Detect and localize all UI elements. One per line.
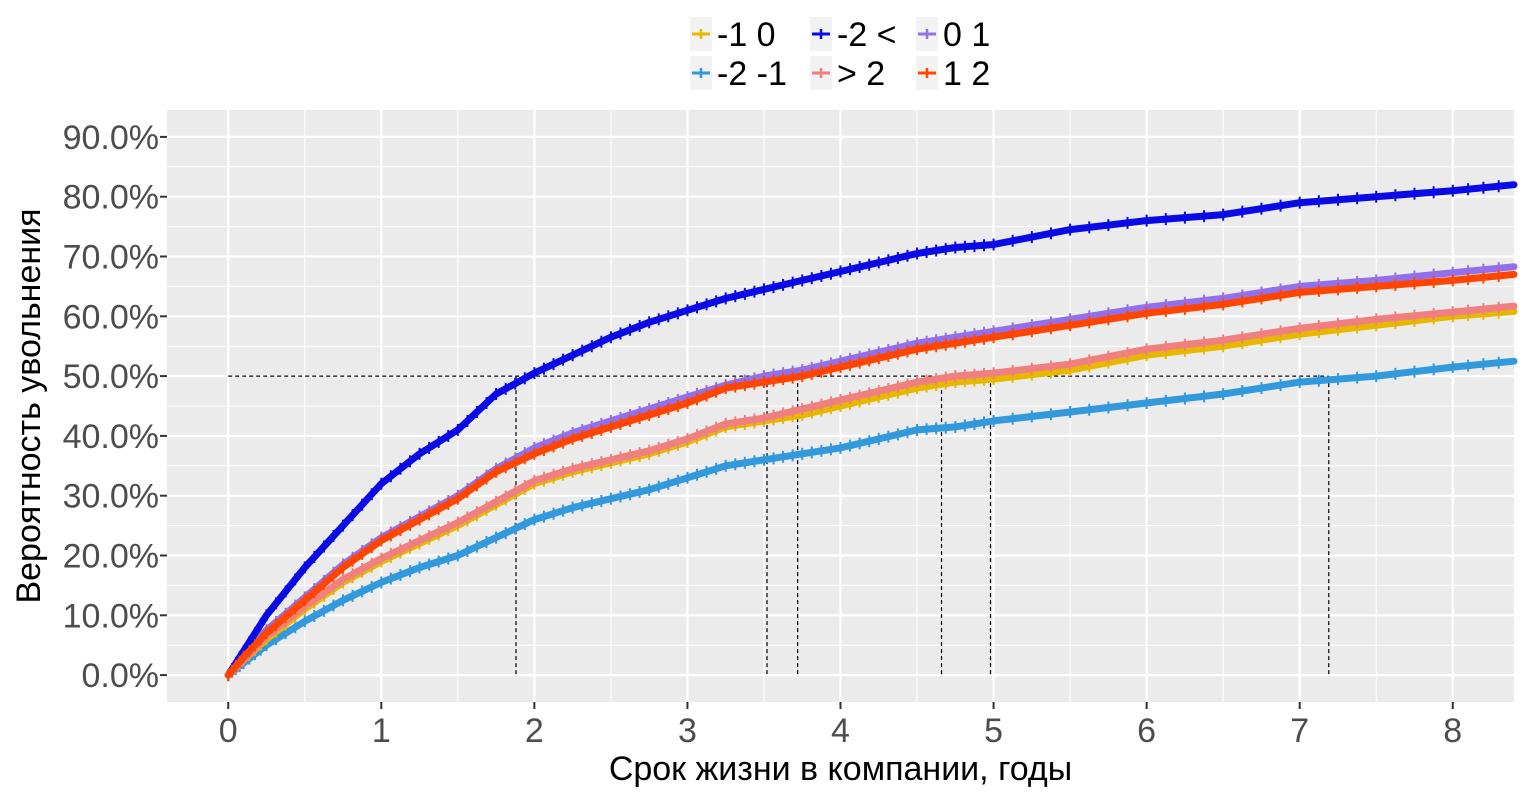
legend-label: -2 -1	[717, 55, 787, 93]
y-axis: 0.0% 10.0% 20.0% 30.0% 40.0% 50.0% 60.0% 70.0% 8…	[63, 119, 167, 695]
series-layer	[224, 180, 1518, 682]
x-tick-label: 7	[1290, 712, 1309, 750]
legend-label: -1 0	[717, 16, 776, 54]
x-axis: 0 1 2 3 4 5 6 7 8	[219, 702, 1462, 750]
x-tick-label: 3	[678, 712, 697, 750]
y-tick-label: 70.0%	[63, 239, 159, 277]
y-tick-label: 80.0%	[63, 179, 159, 217]
x-tick-label: 6	[1137, 712, 1156, 750]
y-tick-label: 20.0%	[63, 537, 159, 575]
x-tick-label: 8	[1443, 712, 1462, 750]
x-tick-label: 0	[219, 712, 238, 750]
y-tick-label: 40.0%	[63, 418, 159, 456]
x-tick-label: 5	[984, 712, 1003, 750]
x-tick-label: 2	[525, 712, 544, 750]
legend-label: 1 2	[943, 55, 990, 93]
legend: -1 0-2 -1-2 <> 20 11 2	[690, 16, 990, 93]
y-tick-label: 60.0%	[63, 298, 159, 336]
y-tick-label: 90.0%	[63, 119, 159, 157]
y-tick-label: 50.0%	[63, 358, 159, 396]
y-tick-label: 10.0%	[63, 597, 159, 635]
x-tick-label: 4	[831, 712, 850, 750]
y-tick-label: 30.0%	[63, 478, 159, 516]
y-tick-label: 0.0%	[82, 657, 160, 695]
x-axis-title: Срок жизни в компании, годы	[609, 750, 1072, 788]
legend-label: 0 1	[943, 16, 990, 54]
x-tick-label: 1	[372, 712, 391, 750]
legend-label: -2 <	[837, 16, 897, 54]
y-axis-title: Вероятность увольнения	[10, 208, 48, 603]
legend-label: > 2	[837, 55, 885, 93]
